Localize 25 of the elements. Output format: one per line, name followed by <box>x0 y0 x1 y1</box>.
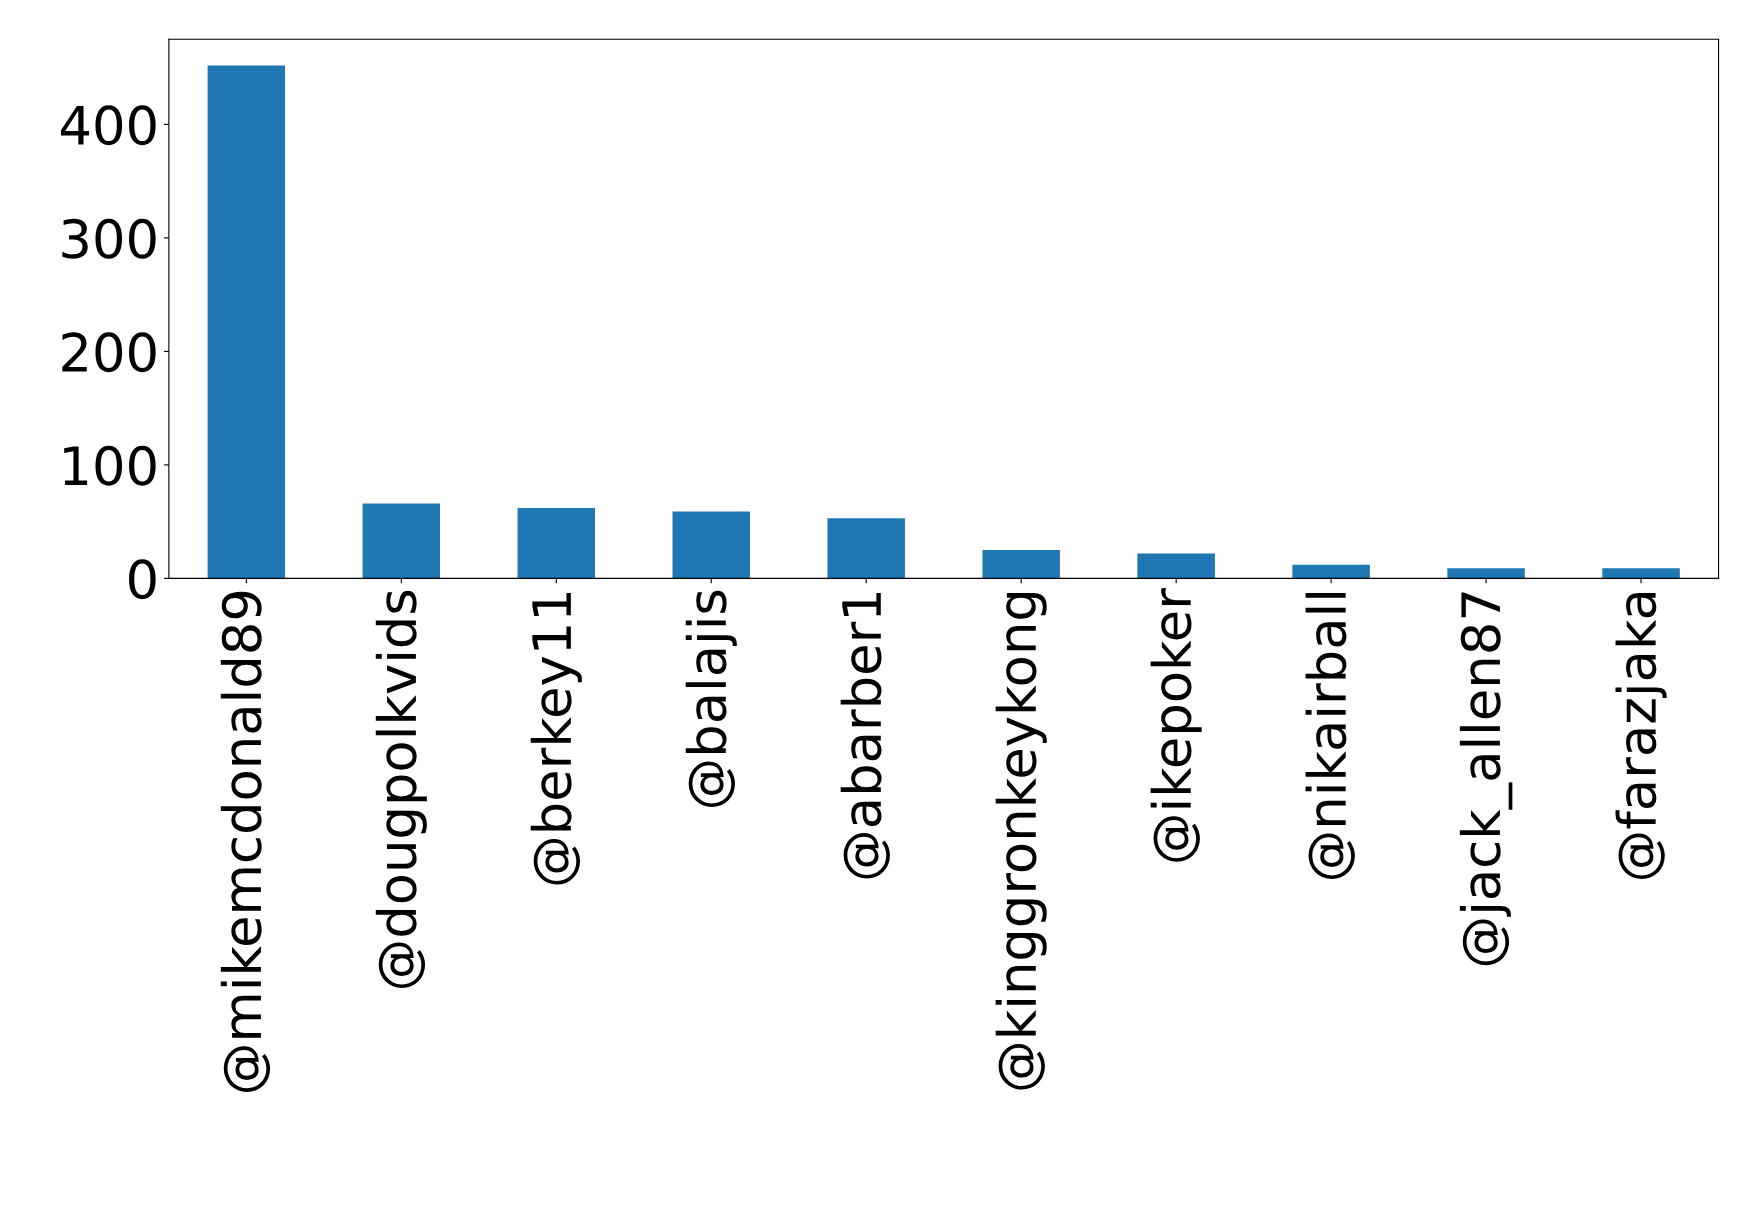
bar <box>672 511 750 579</box>
bar <box>362 503 441 579</box>
x-tick-label: @mikemcdonald89 <box>220 591 271 1092</box>
bar <box>1292 564 1370 579</box>
y-tick-label: 100 <box>64 445 156 486</box>
y-tick-label: 300 <box>62 218 156 259</box>
y-tick-label: 200 <box>62 332 156 373</box>
x-tick-label: @farazjaka <box>1615 592 1667 880</box>
bar <box>207 65 286 579</box>
x-tick-label: @abarber1 <box>840 592 890 879</box>
bar <box>1602 568 1680 579</box>
x-tick-label: @berkey11 <box>530 593 582 885</box>
x-tick-label: @jack_allen87 <box>1459 592 1513 966</box>
bar <box>982 550 1060 579</box>
bar <box>1447 568 1525 579</box>
x-tick-label: @kinggronkeykong <box>995 592 1047 1090</box>
y-tick-label: 400 <box>60 105 156 146</box>
x-tick-label: @ikepoker <box>1150 588 1202 862</box>
y-tick-label: 0 <box>129 559 156 600</box>
x-tick-label: @balajis <box>685 590 737 808</box>
bar <box>517 508 596 579</box>
x-tick-label: @nikairball <box>1305 593 1355 880</box>
x-tick-label: @dougpolkvids <box>375 590 427 989</box>
bar <box>1137 553 1215 579</box>
bar <box>827 518 905 579</box>
